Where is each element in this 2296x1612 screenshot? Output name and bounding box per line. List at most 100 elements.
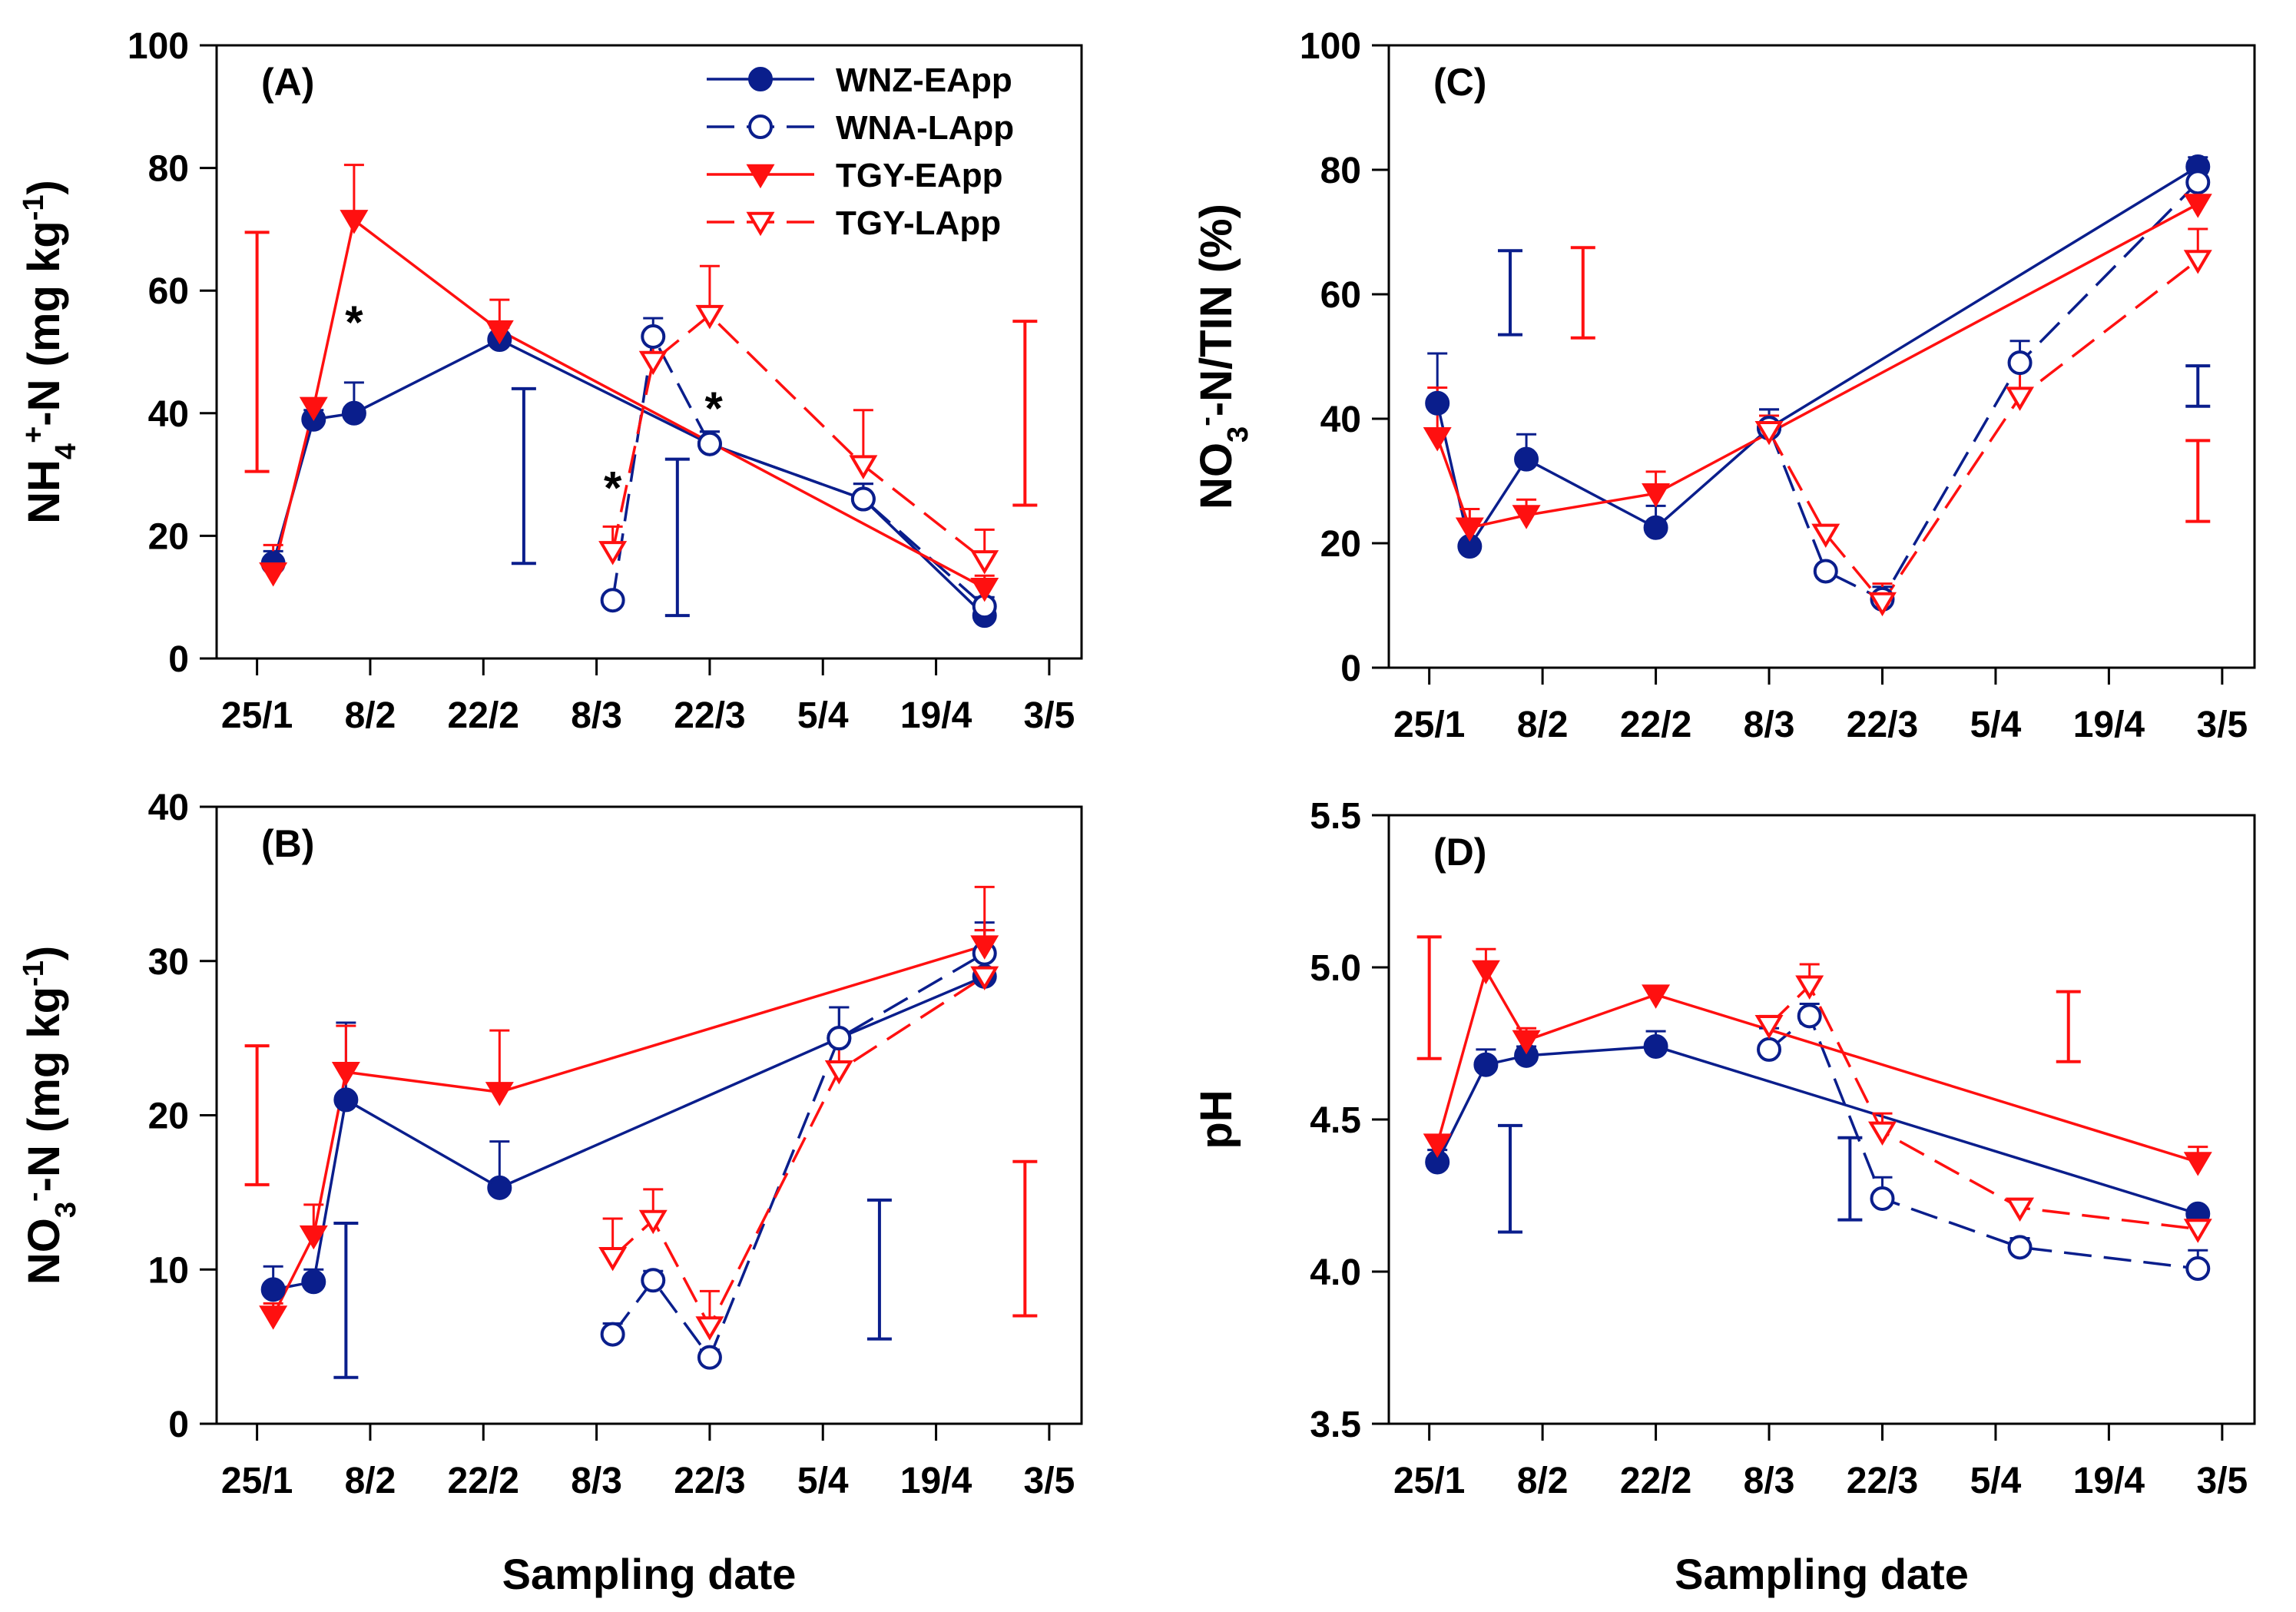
y-tick-label: 0	[168, 1405, 189, 1445]
legend-item: WNZ-EApp	[707, 61, 1012, 99]
data-point-wna-lapp	[600, 1322, 625, 1347]
data-point-tgy-eapp	[299, 1225, 328, 1250]
data-point-tgy-lapp	[2006, 1197, 2035, 1222]
legend-item: WNA-LApp	[707, 109, 1014, 147]
y-tick-label: 100	[128, 26, 189, 67]
range-bar	[244, 231, 270, 473]
x-tick-label: 3/5	[2197, 1461, 2248, 1501]
x-tick-label: 19/4	[2073, 1461, 2145, 1501]
x-tick-label: 19/4	[2073, 705, 2145, 745]
x-tick-label: 25/1	[1393, 1461, 1465, 1501]
series-line-tgy-lapp	[1768, 259, 2199, 604]
data-point-wna-lapp	[2185, 1256, 2211, 1282]
data-point-wna-lapp	[850, 486, 876, 512]
range-bar	[2056, 990, 2081, 1063]
series-line-tgy-eapp	[1436, 203, 2199, 529]
data-point-wnz-eapp	[1643, 1033, 1668, 1059]
range-bar	[511, 386, 536, 566]
x-tick-label: 22/2	[448, 695, 519, 736]
data-point-tgy-lapp	[824, 1060, 853, 1085]
range-bar	[1497, 1123, 1522, 1234]
y-axis-label: NH4+-N (mg kg-1)	[18, 180, 82, 524]
data-point-tgy-lapp	[598, 541, 628, 566]
y-tick-label: 0	[168, 639, 189, 680]
y-tick-label: 60	[1320, 275, 1361, 316]
data-point-tgy-eapp	[1455, 517, 1484, 542]
series-line-wnz-eapp	[1436, 165, 2199, 548]
data-point-tgy-lapp	[1754, 420, 1784, 446]
range-bar	[2185, 439, 2211, 523]
data-point-wna-lapp	[600, 588, 625, 613]
legend-marker	[748, 67, 773, 91]
data-point-tgy-lapp	[1754, 1014, 1784, 1040]
range-bar	[333, 1222, 359, 1379]
data-point-wnz-eapp	[1643, 515, 1668, 540]
data-point-tgy-eapp	[1471, 960, 1500, 985]
data-point-wna-lapp	[697, 431, 722, 456]
data-point-tgy-eapp	[259, 1305, 288, 1330]
y-axis-label: pH	[1191, 1090, 1241, 1149]
panel-b: 0 10 20 30 40 25/1 8/2 22/2 8/3 22/3 5/4 19/4 3/5 NO3…	[18, 788, 1083, 1598]
y-tick-label: 40	[148, 788, 189, 828]
x-tick-label: 22/3	[674, 695, 745, 736]
data-point-wna-lapp	[2185, 170, 2211, 195]
plot-area	[1416, 935, 2212, 1282]
data-point-wna-lapp	[1813, 559, 1838, 584]
x-tick-label: 22/3	[674, 1461, 745, 1501]
x-tick-label: 8/2	[1517, 1461, 1569, 1501]
x-tick-label: 3/5	[1024, 695, 1075, 736]
panel-c: 0 20 40 60 80 100 25/1 8/2 22/2 8/3 22/3 5/4 19/4 3/5…	[1190, 26, 2256, 745]
plot-frame	[1387, 814, 2256, 1425]
y-tick-label: 5.5	[1310, 796, 1361, 837]
data-point-wnz-eapp	[333, 1087, 359, 1113]
range-bar	[1416, 935, 1442, 1060]
panel-label: (A)	[261, 61, 314, 104]
range-bar	[1837, 1136, 1863, 1222]
data-point-tgy-eapp	[1512, 505, 1541, 529]
data-point-tgy-lapp	[695, 304, 724, 330]
data-point-wnz-eapp	[1473, 1052, 1499, 1077]
data-point-wna-lapp	[1757, 1037, 1782, 1062]
data-point-tgy-eapp	[1642, 483, 1671, 508]
x-tick-label: 22/3	[1847, 1461, 1918, 1501]
plot-area	[244, 885, 1038, 1379]
y-axis-label: NO3--N (mg kg-1)	[18, 946, 82, 1285]
x-tick-label: 19/4	[900, 695, 972, 736]
x-tick-label: 8/3	[571, 1461, 622, 1501]
data-point-wnz-eapp	[301, 1269, 326, 1295]
significance-asterisk: *	[604, 463, 622, 514]
y-tick-label: 30	[148, 942, 189, 983]
range-bar	[1012, 320, 1038, 507]
y-tick-label: 100	[1300, 26, 1361, 67]
series-line-wna-lapp	[611, 335, 986, 608]
range-bar	[664, 457, 690, 618]
x-tick-label: 22/2	[448, 1461, 519, 1501]
series-line-tgy-lapp	[611, 313, 986, 562]
panel-label: (C)	[1433, 61, 1486, 104]
data-point-tgy-lapp	[638, 1209, 668, 1235]
data-point-wna-lapp	[641, 324, 666, 350]
data-point-wnz-eapp	[487, 1175, 512, 1200]
series-line-tgy-lapp	[611, 975, 986, 1328]
x-tick-label: 3/5	[1024, 1461, 1075, 1501]
legend-item: TGY-LApp	[707, 204, 1001, 242]
x-tick-label: 8/2	[1517, 705, 1569, 745]
data-point-tgy-lapp	[1811, 523, 1840, 549]
range-bar	[244, 1044, 270, 1186]
data-point-tgy-lapp	[598, 1246, 628, 1272]
data-point-tgy-eapp	[1512, 1030, 1541, 1055]
y-tick-label: 5.0	[1310, 948, 1361, 989]
data-point-tgy-lapp	[2183, 250, 2212, 274]
data-point-tgy-eapp	[299, 396, 328, 422]
range-bar	[1012, 1159, 1038, 1318]
y-tick-label: 3.5	[1310, 1405, 1361, 1445]
y-tick-label: 60	[148, 271, 189, 312]
legend-label: TGY-LApp	[836, 204, 1001, 242]
data-point-tgy-eapp	[485, 1082, 514, 1106]
data-point-tgy-eapp	[2183, 194, 2212, 218]
x-tick-label: 22/2	[1620, 1461, 1691, 1501]
data-point-tgy-eapp	[970, 935, 999, 960]
data-point-tgy-lapp	[970, 550, 999, 575]
x-tick-label: 22/3	[1847, 705, 1918, 745]
